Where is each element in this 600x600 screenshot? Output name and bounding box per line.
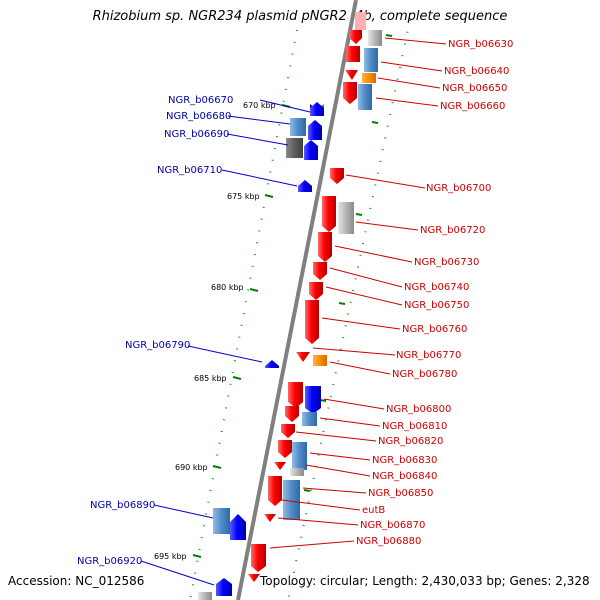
label-NGR_b06690[interactable]: NGR_b06690: [164, 129, 229, 140]
svg-text:680 kbp: 680 kbp: [211, 283, 244, 292]
label-NGR_b06850[interactable]: NGR_b06850: [368, 488, 433, 499]
label-eutB[interactable]: eutB: [362, 505, 385, 516]
gene-arrow-b06660[interactable]: [343, 82, 357, 104]
gene-box-b06810-steel[interactable]: [302, 412, 317, 426]
label-NGR_b06890[interactable]: NGR_b06890: [90, 500, 155, 511]
plasmid-backbone: [236, 0, 358, 600]
kbp-tick-675: 675 kbp: [227, 192, 274, 201]
topology-text: Topology: circular; Length: 2,430,033 bp…: [260, 574, 590, 588]
label-NGR_b06700[interactable]: NGR_b06700: [426, 183, 491, 194]
gene-arrow-b06820[interactable]: [281, 424, 295, 438]
label-NGR_b06920[interactable]: NGR_b06920: [77, 556, 142, 567]
right-leader-lines: [269, 37, 447, 549]
gene-box-b06890-steel[interactable]: [213, 508, 230, 534]
label-NGR_b06730[interactable]: NGR_b06730: [414, 257, 479, 268]
kbp-tick-685: 685 kbp: [194, 374, 242, 383]
gene-arrow-b06800[interactable]: [288, 382, 303, 408]
label-NGR_b06810[interactable]: NGR_b06810: [382, 421, 447, 432]
gene-arrow-b06770[interactable]: [296, 352, 310, 362]
svg-text:670 kbp: 670 kbp: [243, 101, 276, 110]
gene-box-b06660-steel[interactable]: [358, 84, 372, 110]
gene-arrow-b06710[interactable]: [298, 180, 312, 192]
gene-box-b06780-orange[interactable]: [313, 355, 327, 366]
label-NGR_b06720[interactable]: NGR_b06720: [420, 225, 485, 236]
label-NGR_b06630[interactable]: NGR_b06630: [448, 39, 513, 50]
gene-box-b06690-dark[interactable]: [286, 138, 303, 158]
gene-arrow-b06680[interactable]: [308, 120, 322, 140]
left-gene-labels[interactable]: NGR_b06670 NGR_b06680 NGR_b06690 NGR_b06…: [77, 95, 233, 567]
outer-left-guide: [189, 29, 298, 600]
gene-arrow-b06840-red[interactable]: [274, 462, 286, 470]
label-NGR_b06840[interactable]: NGR_b06840: [372, 471, 437, 482]
gene-arrow-b06800-blue[interactable]: [305, 386, 321, 414]
forward-genes[interactable]: [248, 12, 366, 582]
gene-box-b06840-gray[interactable]: [290, 468, 304, 476]
gene-arrow-b06700[interactable]: [330, 168, 344, 184]
label-NGR_b06650[interactable]: NGR_b06650: [442, 83, 507, 94]
label-NGR_b06660[interactable]: NGR_b06660: [440, 101, 505, 112]
gene-arrow-b06830-red[interactable]: [278, 440, 292, 458]
svg-text:695 kbp: 695 kbp: [154, 552, 187, 561]
label-NGR_b06770[interactable]: NGR_b06770: [396, 350, 461, 361]
gene-arrow-b06730[interactable]: [318, 232, 332, 262]
gene-arrow-b06900[interactable]: [248, 574, 260, 582]
gene-arrow-eutB[interactable]: [268, 476, 282, 506]
kbp-tick-690: 690 kbp: [175, 463, 222, 472]
reverse-genes[interactable]: [198, 102, 324, 600]
gene-arrow-b06880[interactable]: [251, 544, 266, 572]
gene-arrow-b06920[interactable]: [216, 578, 232, 596]
gene-arrow-b06670-head[interactable]: [310, 102, 324, 116]
svg-text:675 kbp: 675 kbp: [227, 192, 260, 201]
map-title: Rhizobium sp. NGR234 plasmid pNGR234b, c…: [92, 9, 508, 24]
label-NGR_b06710[interactable]: NGR_b06710: [157, 165, 222, 176]
gene-box-b06680-steel[interactable]: [290, 118, 306, 136]
label-NGR_b06820[interactable]: NGR_b06820: [378, 436, 443, 447]
label-NGR_b06670[interactable]: NGR_b06670: [168, 95, 233, 106]
gene-box-b06850-steel[interactable]: [283, 480, 300, 520]
gene-arrow-b06890[interactable]: [230, 514, 246, 540]
label-NGR_b06740[interactable]: NGR_b06740: [404, 282, 469, 293]
accession-text: Accession: NC_012586: [8, 574, 145, 588]
kbp-tick-695: 695 kbp: [154, 552, 202, 561]
right-minor-ticks: [303, 34, 393, 492]
gene-arrow-b06690[interactable]: [304, 140, 318, 160]
left-leader-lines: [140, 99, 311, 586]
label-NGR_b06870[interactable]: NGR_b06870: [360, 520, 425, 531]
gene-arrow-b06720-red[interactable]: [322, 196, 336, 232]
gene-box-b06630-gray[interactable]: [368, 30, 382, 46]
gene-box-b06720-gray[interactable]: [338, 202, 354, 234]
label-NGR_b06800[interactable]: NGR_b06800: [386, 404, 451, 415]
label-NGR_b06790[interactable]: NGR_b06790: [125, 340, 190, 351]
gene-arrow-b06790[interactable]: [265, 360, 279, 368]
gene-arrow-b06760[interactable]: [305, 300, 319, 344]
label-NGR_b06760[interactable]: NGR_b06760: [402, 324, 467, 335]
gene-box-b06930-gray[interactable]: [198, 592, 212, 600]
gene-arrow-b06640[interactable]: [346, 46, 360, 62]
gene-arrow-b06620-partial[interactable]: [355, 12, 366, 30]
gene-arrow-b06630[interactable]: [349, 30, 362, 44]
label-NGR_b06780[interactable]: NGR_b06780: [392, 369, 457, 380]
gene-arrow-b06810[interactable]: [285, 406, 299, 422]
svg-text:685 kbp: 685 kbp: [194, 374, 227, 383]
kbp-tick-680: 680 kbp: [211, 283, 259, 292]
right-gene-labels[interactable]: NGR_b06630 NGR_b06640 NGR_b06650 NGR_b06…: [356, 39, 513, 547]
right-other-genes[interactable]: [283, 30, 382, 520]
label-NGR_b06750[interactable]: NGR_b06750: [404, 300, 469, 311]
gene-arrow-b06740[interactable]: [313, 262, 327, 280]
gene-box-b06640-steel[interactable]: [364, 48, 378, 72]
label-NGR_b06880[interactable]: NGR_b06880: [356, 536, 421, 547]
gene-arrow-b06750[interactable]: [309, 282, 323, 300]
svg-text:690 kbp: 690 kbp: [175, 463, 208, 472]
gene-box-b06830-steel[interactable]: [292, 442, 307, 470]
label-NGR_b06830[interactable]: NGR_b06830: [372, 455, 437, 466]
gene-arrow-b06650[interactable]: [345, 70, 358, 80]
gene-box-b06650-orange[interactable]: [362, 73, 376, 83]
label-NGR_b06680[interactable]: NGR_b06680: [166, 111, 231, 122]
label-NGR_b06640[interactable]: NGR_b06640: [444, 66, 509, 77]
gene-arrow-b06870[interactable]: [264, 514, 276, 522]
